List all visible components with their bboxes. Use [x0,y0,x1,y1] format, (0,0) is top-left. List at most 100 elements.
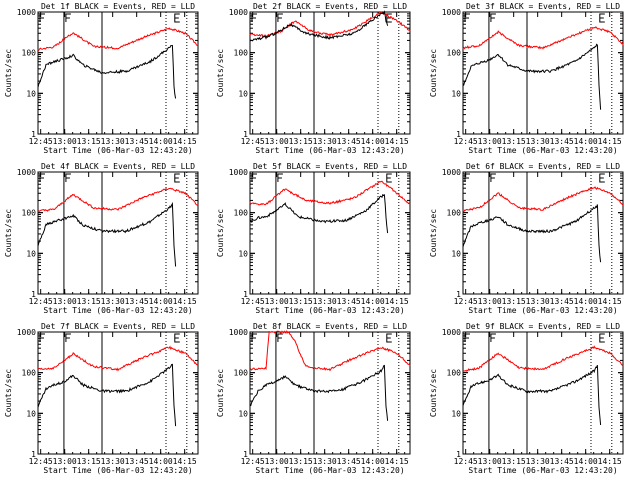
x-tick-label: 14:15 [173,137,197,146]
x-axis-label: Start Time (06-Mar-03 12:43:20) [468,466,617,475]
x-tick-label: 14:00 [149,457,173,466]
y-tick-label: 10 [451,249,461,258]
x-tick-label: 13:30 [101,457,125,466]
x-tick-label: 13:45 [550,457,574,466]
y-tick-label: 1000 [442,328,461,337]
lld-series-line [249,330,411,372]
x-tick-label: 13:00 [478,457,502,466]
x-tick-label: 13:45 [125,457,149,466]
plot-frame [249,331,411,455]
y-tick-label: 1000 [229,328,248,337]
flare-start-marker [490,333,496,342]
x-tick-label: 13:15 [77,457,101,466]
y-axis-label: Counts/sec [4,49,13,97]
flare-start-marker [65,13,71,22]
x-tick-label: 14:00 [149,297,173,306]
y-tick-label: 1 [243,450,248,459]
y-tick-label: 100 [22,369,37,378]
plot-frame [462,331,624,455]
y-tick-label: 10 [26,89,36,98]
lld-series-line [462,26,624,50]
x-tick-label: 13:15 [289,297,313,306]
flare-end-marker [599,13,605,23]
x-tick-label: 13:30 [101,137,125,146]
y-tick-label: 100 [447,369,462,378]
panel-title: Det 3f BLACK = Events, RED = LLD [466,2,620,11]
panel-4: Det 4f BLACK = Events, RED = LLD 1 10 100 10… [4,162,199,315]
events-series-line [249,193,389,234]
events-series-line [462,365,602,426]
panel-8: Det 8f BLACK = Events, RED = LLD 1 10 100 10… [216,322,411,475]
lld-series-line [462,345,624,373]
x-axis-label: Start Time (06-Mar-03 12:43:20) [255,146,404,155]
lld-series-line [462,186,624,213]
x-tick-label: 13:15 [289,457,313,466]
y-tick-label: 1000 [442,8,461,17]
x-tick-label: 13:15 [289,137,313,146]
x-tick-label: 13:00 [265,137,289,146]
y-tick-label: 100 [447,49,462,58]
events-series-line [37,363,177,427]
x-axis-label: Start Time (06-Mar-03 12:43:20) [43,146,192,155]
flare-start-marker [277,333,283,342]
flare-start-marker [65,333,71,342]
panel-title: Det 2f BLACK = Events, RED = LLD [253,2,407,11]
panel-3: Det 3f BLACK = Events, RED = LLD 1 10 100 10… [429,2,624,155]
x-tick-label: 13:00 [53,297,77,306]
x-tick-label: 12:45 [454,137,478,146]
y-tick-label: 1 [243,130,248,139]
left-edge-marker [464,173,470,182]
y-axis-label: Counts/sec [429,49,438,97]
panel-title: Det 9f BLACK = Events, RED = LLD [466,322,620,331]
x-tick-label: 13:00 [478,297,502,306]
flare-start-marker [490,173,496,182]
x-tick-label: 13:30 [526,457,550,466]
panel-title: Det 7f BLACK = Events, RED = LLD [41,322,195,331]
left-edge-marker [251,173,257,182]
y-axis-label: Counts/sec [429,369,438,417]
plot-frame [462,11,624,135]
x-tick-label: 13:00 [53,457,77,466]
y-tick-label: 100 [234,49,249,58]
y-tick-label: 100 [234,369,249,378]
x-tick-label: 13:00 [53,137,77,146]
panel-title: Det 5f BLACK = Events, RED = LLD [253,162,407,171]
x-tick-label: 14:00 [574,457,598,466]
y-tick-label: 1000 [17,328,36,337]
x-tick-label: 13:30 [526,137,550,146]
x-tick-label: 14:15 [598,137,622,146]
y-tick-label: 10 [26,249,36,258]
y-axis-label: Counts/sec [216,369,225,417]
y-tick-label: 1000 [442,168,461,177]
left-edge-marker [39,333,45,342]
x-tick-label: 14:15 [598,297,622,306]
x-tick-label: 13:45 [337,137,361,146]
x-axis-label: Start Time (06-Mar-03 12:43:20) [255,466,404,475]
y-axis-label: Counts/sec [4,209,13,257]
flare-start-marker [277,13,283,22]
y-tick-label: 10 [451,409,461,418]
y-tick-label: 1 [243,290,248,299]
y-tick-label: 1 [31,130,36,139]
left-edge-marker [464,13,470,22]
events-series-line [249,10,389,42]
x-tick-label: 14:15 [385,297,409,306]
x-tick-label: 13:15 [502,457,526,466]
flare-end-marker [599,333,605,343]
x-tick-label: 13:30 [526,297,550,306]
x-tick-label: 13:00 [265,457,289,466]
y-tick-label: 1 [31,290,36,299]
flare-end-marker [386,333,392,343]
flare-end-marker [599,173,605,183]
panel-title: Det 8f BLACK = Events, RED = LLD [253,322,407,331]
lld-series-line [37,27,199,52]
left-edge-marker [464,333,470,342]
x-tick-label: 12:45 [241,297,265,306]
flare-end-marker [386,173,392,183]
y-tick-label: 1 [31,450,36,459]
x-tick-label: 13:45 [550,137,574,146]
x-tick-label: 12:45 [454,297,478,306]
panel-5: Det 5f BLACK = Events, RED = LLD 1 10 100 10… [216,162,411,315]
x-tick-label: 13:45 [337,297,361,306]
